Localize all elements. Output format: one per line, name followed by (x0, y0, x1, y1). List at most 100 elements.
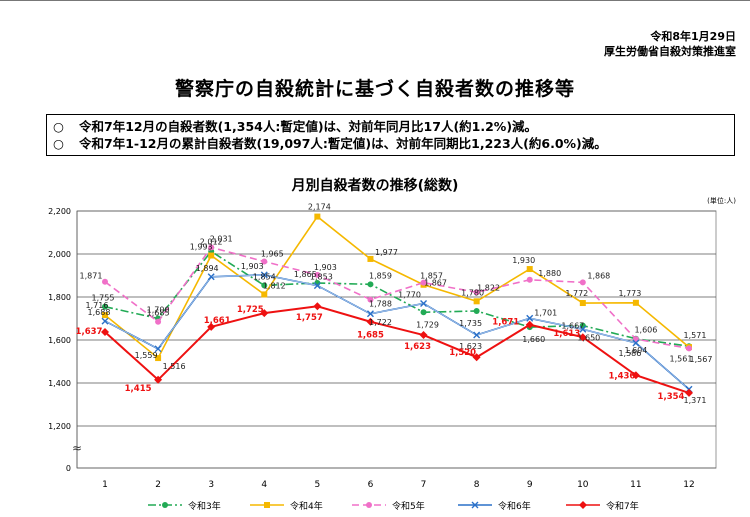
data-label: 1,701 (534, 308, 557, 317)
data-label: 1,667 (561, 322, 584, 331)
legend-label: 令和4年 (290, 500, 323, 512)
data-label: 1,688 (88, 308, 111, 317)
summary-line-2: ○ 令和7年1-12月の累計自殺者数(19,097人:暫定値)は、対前年同期比1… (53, 135, 728, 152)
unit-note: (単位:人) (707, 197, 736, 205)
data-label: 1,685 (147, 309, 170, 318)
data-point (578, 333, 587, 342)
data-label: 1,894 (196, 264, 219, 273)
data-label: 1,857 (420, 272, 443, 281)
data-point (579, 300, 586, 307)
series-line-4-inner (104, 274, 690, 390)
data-label: 1,685 (357, 331, 384, 341)
data-label: 1,930 (512, 256, 535, 265)
data-point (314, 271, 321, 278)
data-label: 1,623 (459, 342, 482, 351)
series-line-1 (104, 250, 690, 348)
y-tick-label: 1,400 (48, 379, 71, 388)
x-tick-label: 7 (421, 480, 427, 490)
data-point (313, 282, 321, 290)
data-label: 1,780 (461, 288, 484, 297)
data-label: 1,867 (424, 279, 447, 288)
y-tick-label: 2,200 (48, 207, 71, 216)
x-tick-label: 5 (314, 480, 320, 490)
data-point (260, 309, 269, 318)
data-label: 1,516 (163, 362, 186, 371)
data-label: 1,729 (416, 320, 439, 329)
data-point (632, 299, 639, 306)
data-point (366, 310, 374, 318)
data-label: 1,722 (369, 318, 392, 327)
data-label: 1,788 (369, 300, 392, 309)
data-label: 1,822 (477, 283, 500, 292)
legend-marker (471, 501, 479, 509)
data-point (207, 273, 215, 281)
data-label: 1,716 (86, 301, 109, 310)
data-label: 2,174 (308, 203, 331, 212)
data-point (260, 271, 268, 279)
data-point (366, 317, 375, 326)
data-point (208, 244, 215, 251)
data-label: 1,757 (296, 313, 323, 323)
y-tick-label: 0 (66, 464, 71, 473)
data-point (102, 312, 108, 319)
data-point (472, 353, 481, 362)
data-point (419, 331, 428, 340)
data-label: 1,770 (398, 290, 421, 299)
data-label: 1,812 (263, 281, 286, 290)
data-label: 1,559 (135, 351, 158, 360)
data-label: 1,854 (253, 272, 276, 281)
data-point (420, 309, 427, 316)
data-label: 1,755 (92, 294, 115, 303)
summary-box: ○ 令和7年12月の自殺者数(1,354人:暫定値)は、対前年同月比17人(約1… (46, 114, 735, 156)
data-label: 1,623 (404, 342, 431, 352)
data-point (261, 282, 268, 289)
data-point (685, 388, 693, 397)
data-point (208, 252, 215, 259)
data-point (101, 328, 109, 337)
x-tick-label: 11 (630, 480, 641, 490)
data-label: 1,604 (624, 346, 647, 355)
data-label: 2,031 (210, 234, 233, 243)
bullet-circle-icon: ○ (53, 136, 64, 151)
bullet-circle-icon: ○ (53, 119, 64, 134)
data-label: 1,371 (684, 396, 707, 405)
series-line-2 (104, 215, 690, 360)
series-line-5 (104, 305, 690, 394)
data-point (473, 307, 480, 314)
data-point (154, 375, 163, 384)
data-label: 1,661 (204, 316, 231, 326)
data-label: 1,993 (190, 243, 213, 252)
summary-text-2: 令和7年1-12月の累計自殺者数(19,097人:暫定値)は、対前年同期比1,2… (79, 136, 607, 151)
data-point (155, 355, 162, 362)
data-point (367, 296, 374, 303)
data-label: 1,871 (80, 272, 103, 281)
x-tick-label: 3 (208, 480, 214, 490)
data-label: 1,903 (241, 262, 264, 271)
y-tick-label: 2,000 (48, 250, 71, 259)
legend-marker (579, 501, 587, 509)
data-label: 1,571 (684, 331, 707, 340)
data-label: 1,650 (577, 333, 600, 342)
y-tick-label: 1,600 (48, 336, 71, 345)
data-point (420, 299, 428, 307)
data-label: 1,436 (608, 371, 635, 381)
data-point (101, 317, 109, 325)
data-point (207, 322, 216, 331)
data-label: 1,700 (147, 306, 170, 315)
legend-marker (366, 502, 372, 508)
data-point (526, 276, 533, 283)
summary-text-1: 令和7年12月の自殺者数(1,354人:暫定値)は、対前年同月比17人(約1.2… (79, 119, 538, 134)
data-point (525, 320, 534, 329)
legend-label: 令和6年 (498, 500, 531, 512)
data-point (155, 318, 162, 325)
data-label: 1,859 (369, 271, 392, 280)
legend-marker (162, 502, 168, 508)
x-tick-label: 1 (102, 480, 108, 490)
x-tick-label: 4 (261, 480, 267, 490)
data-label: 1,606 (634, 326, 657, 335)
data-label: 1,853 (310, 273, 333, 282)
report-date: 令和8年1月29日 (650, 30, 736, 43)
data-point (261, 258, 268, 265)
x-tick-label: 9 (527, 480, 533, 490)
